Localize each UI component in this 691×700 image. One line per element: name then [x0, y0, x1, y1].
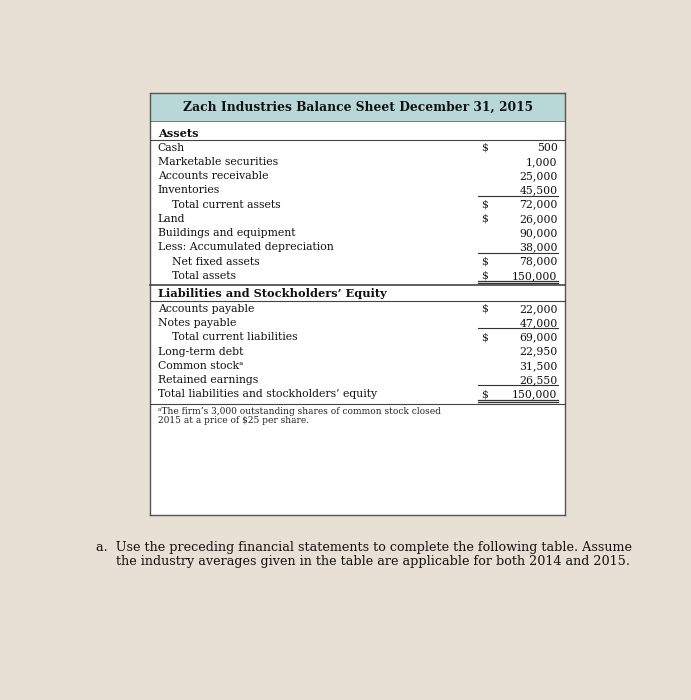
Text: Cash: Cash	[158, 143, 184, 153]
Text: 31,500: 31,500	[519, 361, 558, 371]
Text: 26,550: 26,550	[520, 375, 558, 385]
Text: Land: Land	[158, 214, 185, 224]
Text: 22,950: 22,950	[520, 346, 558, 357]
Text: the industry averages given in the table are applicable for both 2014 and 2015.: the industry averages given in the table…	[95, 555, 630, 568]
Text: Accounts receivable: Accounts receivable	[158, 171, 268, 181]
Text: 150,000: 150,000	[512, 271, 558, 281]
Text: 69,000: 69,000	[519, 332, 558, 342]
Text: a.  Use the preceding financial statements to complete the following table. Assu: a. Use the preceding financial statement…	[95, 541, 632, 554]
Text: $: $	[482, 257, 489, 267]
Text: Common stockᵃ: Common stockᵃ	[158, 361, 243, 371]
Text: ᵃThe firm’s 3,000 outstanding shares of common stock closed: ᵃThe firm’s 3,000 outstanding shares of …	[158, 407, 441, 416]
Text: $: $	[482, 199, 489, 209]
Text: 90,000: 90,000	[519, 228, 558, 238]
Text: $: $	[482, 271, 489, 281]
Text: Zach Industries Balance Sheet December 31, 2015: Zach Industries Balance Sheet December 3…	[182, 101, 533, 113]
Text: 45,500: 45,500	[520, 186, 558, 195]
Text: 72,000: 72,000	[519, 199, 558, 209]
Bar	[150, 121, 565, 515]
Text: Net fixed assets: Net fixed assets	[171, 257, 259, 267]
Text: 26,000: 26,000	[519, 214, 558, 224]
Text: 1,000: 1,000	[526, 157, 558, 167]
Text: 2015 at a price of $25 per share.: 2015 at a price of $25 per share.	[158, 416, 309, 426]
Text: 150,000: 150,000	[512, 389, 558, 400]
Bar	[150, 93, 565, 121]
Text: Assets: Assets	[158, 128, 198, 139]
Text: 22,000: 22,000	[519, 304, 558, 314]
Text: 47,000: 47,000	[520, 318, 558, 328]
Text: Total current liabilities: Total current liabilities	[171, 332, 297, 342]
Text: Inventories: Inventories	[158, 186, 220, 195]
Text: Total liabilities and stockholders’ equity: Total liabilities and stockholders’ equi…	[158, 389, 377, 400]
Text: 78,000: 78,000	[519, 257, 558, 267]
Text: Marketable securities: Marketable securities	[158, 157, 278, 167]
Text: Long-term debt: Long-term debt	[158, 346, 243, 357]
Text: Buildings and equipment: Buildings and equipment	[158, 228, 295, 238]
Text: Retained earnings: Retained earnings	[158, 375, 258, 385]
Text: Liabilities and Stockholders’ Equity: Liabilities and Stockholders’ Equity	[158, 288, 386, 300]
Text: $: $	[482, 143, 489, 153]
Text: Total current assets: Total current assets	[171, 199, 281, 209]
Text: $: $	[482, 332, 489, 342]
Text: 25,000: 25,000	[519, 171, 558, 181]
Text: $: $	[482, 389, 489, 400]
Text: $: $	[482, 214, 489, 224]
Text: 38,000: 38,000	[519, 242, 558, 253]
Text: Less: Accumulated depreciation: Less: Accumulated depreciation	[158, 242, 334, 253]
Text: Accounts payable: Accounts payable	[158, 304, 254, 314]
Text: Notes payable: Notes payable	[158, 318, 236, 328]
Text: Total assets: Total assets	[171, 271, 236, 281]
Text: $: $	[482, 304, 489, 314]
Text: 500: 500	[537, 143, 558, 153]
